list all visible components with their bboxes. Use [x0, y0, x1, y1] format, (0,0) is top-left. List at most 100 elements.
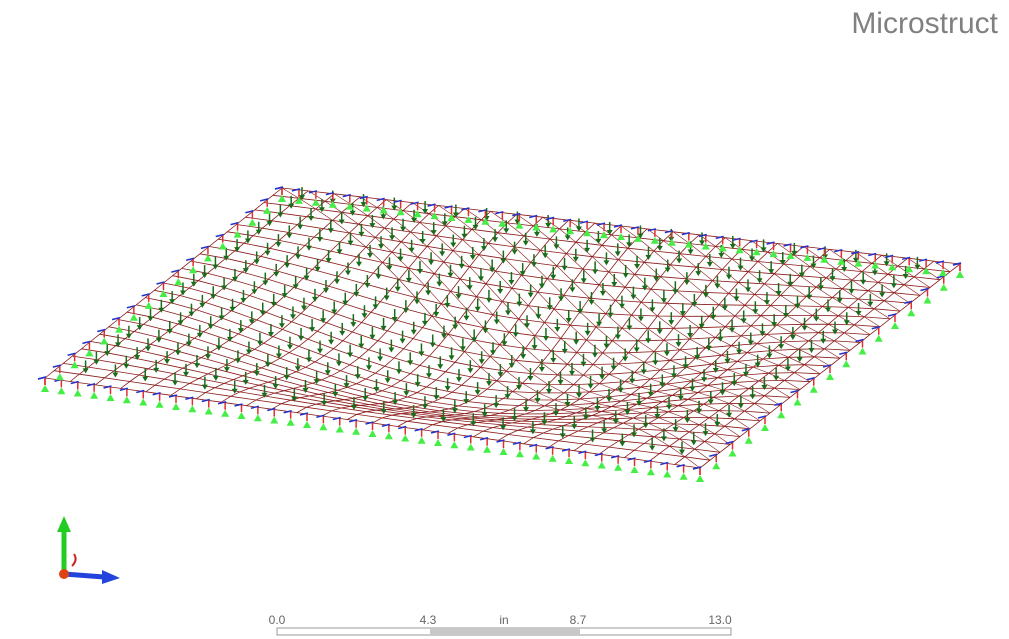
load-head: [796, 357, 803, 363]
load-head: [756, 278, 763, 284]
load-head: [522, 240, 529, 246]
load-head: [524, 323, 531, 329]
moment: [851, 250, 860, 255]
load-head: [789, 335, 796, 341]
load-head: [309, 327, 316, 333]
load-head: [745, 287, 752, 293]
load-head: [736, 349, 743, 355]
moment: [359, 195, 368, 200]
load-head: [841, 267, 848, 273]
load-head: [474, 306, 481, 312]
load-head: [400, 226, 407, 232]
load-head: [760, 247, 767, 253]
load-head: [183, 371, 190, 377]
mesh-line: [473, 237, 726, 438]
load-head: [527, 292, 534, 298]
moment: [749, 239, 758, 243]
moment: [410, 201, 419, 205]
load-head: [291, 396, 298, 402]
load-head: [320, 318, 327, 324]
load-head: [705, 345, 712, 351]
support: [667, 238, 676, 246]
axis-triad: [57, 516, 120, 584]
mesh-line: [218, 238, 891, 320]
load-head: [707, 399, 714, 405]
moment: [86, 383, 96, 387]
support: [233, 230, 242, 238]
load-head: [172, 380, 179, 386]
load-head: [231, 388, 238, 394]
load-head: [298, 335, 305, 341]
load-head: [369, 223, 376, 229]
load-head: [591, 352, 598, 358]
load-head: [714, 421, 721, 427]
support: [335, 425, 344, 433]
load-head: [564, 235, 571, 241]
load-head: [383, 295, 390, 301]
scale-bar: 0.0 4.3 in 8.7 13.0: [269, 613, 732, 636]
support: [286, 418, 295, 426]
load-head: [695, 271, 702, 277]
load-head: [358, 231, 365, 237]
load-head: [649, 307, 656, 313]
support: [826, 373, 834, 380]
load-head: [813, 316, 820, 322]
load-head: [511, 249, 518, 255]
load-head: [380, 214, 387, 220]
load-head: [564, 402, 571, 408]
load-head: [244, 238, 251, 244]
support: [221, 409, 230, 417]
mesh-line: [829, 249, 911, 304]
y-arrow: [57, 516, 71, 532]
moment: [496, 439, 505, 443]
load-head: [640, 369, 647, 375]
load-head: [403, 391, 410, 397]
load-head: [710, 314, 717, 320]
load-head: [530, 262, 537, 268]
load-head: [353, 291, 360, 297]
load-head: [694, 355, 701, 361]
load-head: [392, 400, 399, 406]
moment: [790, 389, 799, 394]
load-head: [210, 294, 217, 300]
support: [100, 337, 109, 345]
moment: [561, 448, 571, 452]
load-head: [654, 413, 661, 419]
load-head: [576, 392, 583, 398]
load-head: [568, 370, 575, 376]
load-head: [364, 283, 371, 289]
load-head: [689, 386, 696, 392]
mesh-line: [674, 260, 935, 465]
support: [218, 242, 227, 250]
load-head: [155, 337, 162, 343]
support: [41, 385, 49, 392]
load-head: [675, 342, 682, 348]
load-head: [470, 421, 477, 427]
support: [278, 195, 286, 202]
load-head: [455, 377, 462, 383]
load-head: [104, 351, 111, 357]
load-head: [369, 334, 376, 340]
load-head: [773, 375, 780, 381]
load-head: [328, 339, 335, 345]
load-head: [305, 245, 312, 251]
load-head: [678, 449, 685, 455]
load-head: [580, 361, 587, 367]
load-head: [425, 373, 432, 379]
load-head: [546, 305, 553, 311]
support: [172, 403, 180, 410]
moment: [741, 428, 750, 432]
load-head: [656, 245, 663, 251]
moment: [855, 338, 864, 343]
load-head: [637, 316, 644, 322]
load-head: [350, 404, 357, 410]
load-head: [411, 217, 418, 223]
moment: [479, 437, 489, 441]
support: [905, 265, 914, 273]
load-head: [471, 337, 478, 343]
moment: [171, 269, 180, 273]
support: [728, 449, 737, 457]
load-head: [595, 238, 602, 244]
load-head: [321, 400, 328, 406]
moment: [579, 220, 589, 224]
